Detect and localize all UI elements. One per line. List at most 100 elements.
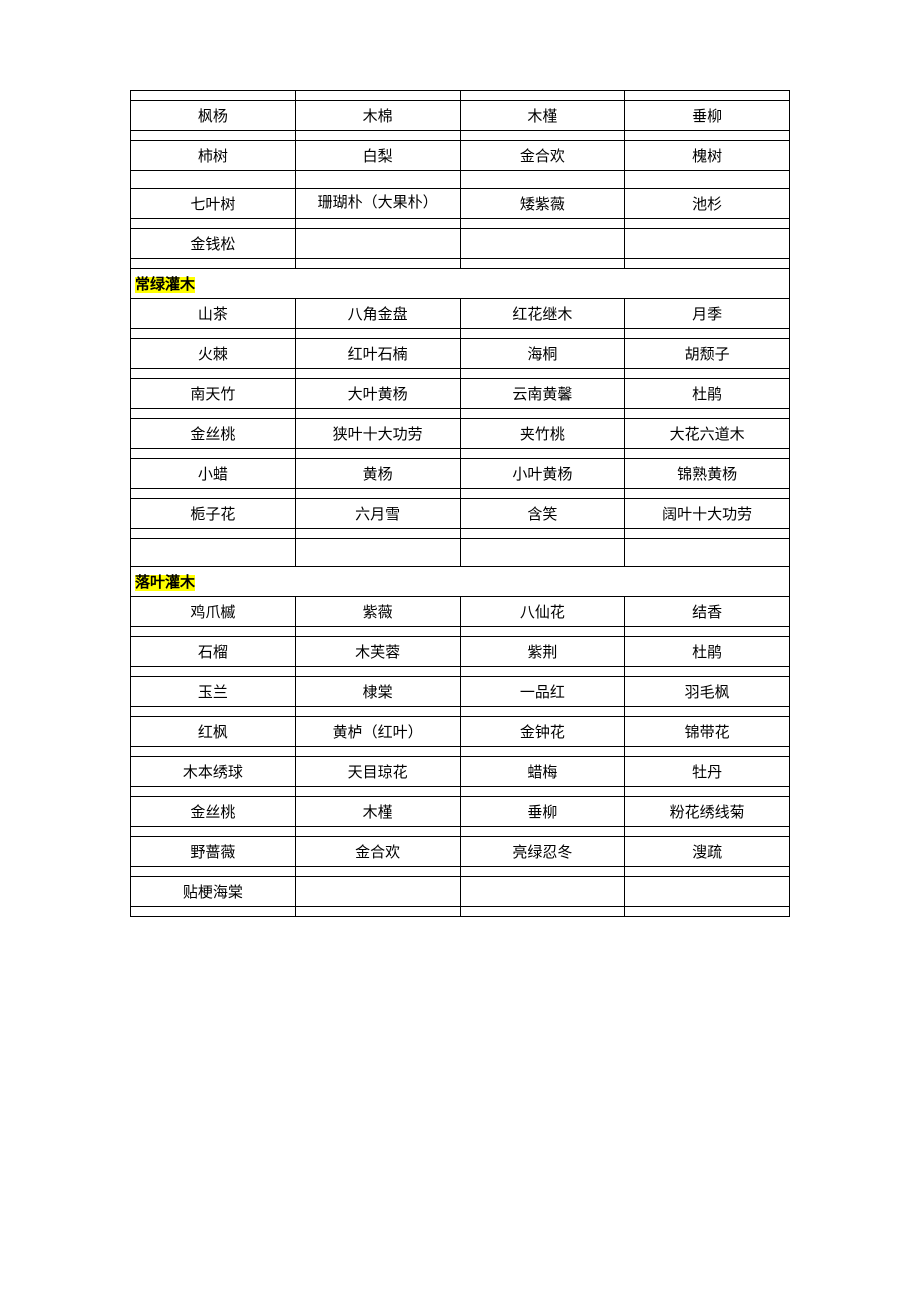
table-body: 枫杨 木棉 木槿 垂柳 柿树 白梨 金合欢 槐树 七叶树 珊瑚朴（大果朴） 矮紫… <box>131 91 790 917</box>
table-row <box>131 787 790 797</box>
table-row: 枫杨 木棉 木槿 垂柳 <box>131 101 790 131</box>
table-cell <box>460 867 625 877</box>
table-cell <box>625 219 790 229</box>
table-row <box>131 91 790 101</box>
table-cell <box>460 259 625 269</box>
table-cell: 杜鹃 <box>625 379 790 409</box>
table-cell <box>625 707 790 717</box>
table-cell: 金合欢 <box>460 141 625 171</box>
table-cell <box>625 529 790 539</box>
table-cell <box>295 229 460 259</box>
table-row <box>131 707 790 717</box>
table-cell <box>625 369 790 379</box>
table-cell: 野蔷薇 <box>131 837 296 867</box>
table-cell <box>460 329 625 339</box>
table-cell: 八角金盘 <box>295 299 460 329</box>
table-cell <box>295 369 460 379</box>
section-header-text: 落叶灌木 <box>135 575 195 591</box>
table-cell: 贴梗海棠 <box>131 877 296 907</box>
table-cell: 锦熟黄杨 <box>625 459 790 489</box>
table-cell: 矮紫薇 <box>460 189 625 219</box>
table-cell <box>625 907 790 917</box>
table-cell: 天目琼花 <box>295 757 460 787</box>
table-cell: 狭叶十大功劳 <box>295 419 460 449</box>
table-cell <box>295 867 460 877</box>
table-cell <box>460 747 625 757</box>
table-cell <box>295 877 460 907</box>
table-cell <box>625 259 790 269</box>
table-cell <box>131 259 296 269</box>
plant-table: 枫杨 木棉 木槿 垂柳 柿树 白梨 金合欢 槐树 七叶树 珊瑚朴（大果朴） 矮紫… <box>130 90 790 917</box>
table-header-row: 常绿灌木 <box>131 269 790 299</box>
table-cell <box>295 171 460 189</box>
table-cell: 云南黄馨 <box>460 379 625 409</box>
table-cell <box>460 489 625 499</box>
table-row: 玉兰 棣棠 一品红 羽毛枫 <box>131 677 790 707</box>
table-cell: 一品红 <box>460 677 625 707</box>
table-cell <box>131 667 296 677</box>
table-cell: 八仙花 <box>460 597 625 627</box>
table-cell: 白梨 <box>295 141 460 171</box>
table-cell: 金钱松 <box>131 229 296 259</box>
table-cell: 蜡梅 <box>460 757 625 787</box>
table-row: 贴梗海棠 <box>131 877 790 907</box>
table-cell <box>131 707 296 717</box>
table-row <box>131 827 790 837</box>
table-cell: 六月雪 <box>295 499 460 529</box>
table-row <box>131 131 790 141</box>
table-cell <box>131 91 296 101</box>
table-cell: 亮绿忍冬 <box>460 837 625 867</box>
table-row: 鸡爪槭 紫薇 八仙花 结香 <box>131 597 790 627</box>
table-cell: 木棉 <box>295 101 460 131</box>
table-cell: 木槿 <box>295 797 460 827</box>
table-cell <box>131 219 296 229</box>
table-cell: 柿树 <box>131 141 296 171</box>
table-row: 金丝桃 木槿 垂柳 粉花绣线菊 <box>131 797 790 827</box>
table-cell: 木槿 <box>460 101 625 131</box>
table-cell <box>625 747 790 757</box>
table-row <box>131 449 790 459</box>
table-cell: 玉兰 <box>131 677 296 707</box>
table-row: 火棘 红叶石楠 海桐 胡颓子 <box>131 339 790 369</box>
table-cell <box>460 787 625 797</box>
table-row <box>131 171 790 189</box>
table-cell <box>460 627 625 637</box>
table-cell <box>625 409 790 419</box>
table-cell <box>625 867 790 877</box>
table-cell <box>295 409 460 419</box>
table-cell <box>625 667 790 677</box>
table-row: 小蜡 黄杨 小叶黄杨 锦熟黄杨 <box>131 459 790 489</box>
table-cell: 红花继木 <box>460 299 625 329</box>
table-cell <box>295 329 460 339</box>
table-cell <box>295 219 460 229</box>
table-cell <box>460 409 625 419</box>
table-cell <box>295 449 460 459</box>
table-cell: 金丝桃 <box>131 797 296 827</box>
table-cell: 杜鹃 <box>625 637 790 667</box>
table-cell: 黄栌（红叶） <box>295 717 460 747</box>
section-header-text: 常绿灌木 <box>135 277 195 293</box>
table-row <box>131 667 790 677</box>
table-cell <box>460 529 625 539</box>
table-cell <box>295 627 460 637</box>
table-cell <box>131 539 296 567</box>
table-row <box>131 907 790 917</box>
table-cell <box>131 827 296 837</box>
table-cell <box>131 131 296 141</box>
table-cell: 紫薇 <box>295 597 460 627</box>
table-cell <box>131 489 296 499</box>
section-header: 落叶灌木 <box>131 567 790 597</box>
table-cell: 鸡爪槭 <box>131 597 296 627</box>
table-cell: 小叶黄杨 <box>460 459 625 489</box>
table-cell: 栀子花 <box>131 499 296 529</box>
table-cell: 金合欢 <box>295 837 460 867</box>
table-cell <box>131 329 296 339</box>
table-cell: 大花六道木 <box>625 419 790 449</box>
table-cell <box>625 91 790 101</box>
table-cell <box>131 449 296 459</box>
table-cell <box>460 219 625 229</box>
table-cell: 槐树 <box>625 141 790 171</box>
table-cell: 含笑 <box>460 499 625 529</box>
table-row <box>131 539 790 567</box>
table-cell <box>625 229 790 259</box>
